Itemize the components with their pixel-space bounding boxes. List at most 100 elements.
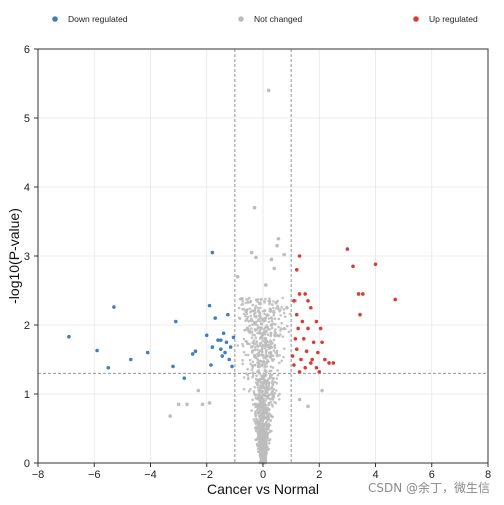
not-changed-cloud-point — [269, 351, 272, 355]
not-changed-cloud-point — [276, 369, 279, 372]
not-changed-cloud-point — [263, 437, 267, 441]
not-changed-cloud-point — [259, 298, 263, 301]
not-changed-cloud-point — [283, 347, 286, 350]
down-regulated-point — [112, 305, 116, 309]
not-changed-cloud-point — [274, 389, 278, 392]
not-changed-cloud-point — [269, 400, 273, 404]
not-changed-cloud-point — [261, 423, 265, 427]
not-changed-cloud-point — [260, 334, 264, 338]
down-regulated-point — [193, 349, 198, 354]
up-regulated-point — [304, 349, 309, 354]
not-changed-cloud-point — [246, 353, 250, 357]
not-changed-cloud-point — [265, 431, 268, 435]
not-changed-cloud-point — [262, 460, 266, 463]
x-tick-label: 2 — [316, 469, 322, 481]
not-changed-point — [266, 88, 271, 93]
not-changed-cloud-point — [263, 423, 267, 426]
not-changed-cloud-point — [268, 369, 272, 373]
not-changed-cloud-point — [256, 348, 259, 352]
not-changed-cloud-point — [249, 387, 252, 391]
not-changed-point — [254, 255, 258, 260]
not-changed-cloud-point — [252, 312, 256, 316]
not-changed-cloud-point — [287, 330, 291, 334]
legend: Down regulated Not changed Up regulated — [52, 14, 478, 24]
not-changed-cloud-point — [264, 351, 268, 354]
not-changed-cloud-point — [264, 442, 268, 445]
not-changed-cloud-point — [256, 300, 259, 304]
not-changed-cloud-point — [260, 454, 263, 457]
not-changed-cloud-point — [250, 318, 254, 322]
down-regulated-point — [210, 345, 215, 349]
not-changed-cloud-point — [251, 403, 255, 406]
not-changed-cloud-point — [256, 386, 260, 389]
not-changed-cloud-point — [258, 301, 262, 305]
not-changed-cloud-point — [251, 371, 254, 374]
down-regulated-point — [95, 348, 99, 353]
not-changed-cloud-point — [262, 378, 266, 382]
not-changed-cloud-point — [263, 346, 267, 350]
not-changed-cloud-point — [269, 334, 273, 337]
not-changed-cloud-point — [257, 433, 261, 437]
not-changed-cloud-point — [266, 333, 270, 337]
not-changed-cloud-point — [264, 421, 268, 424]
not-changed-cloud-point — [257, 309, 260, 312]
not-changed-cloud-point — [262, 386, 265, 390]
not-changed-cloud-point — [258, 409, 262, 413]
not-changed-cloud-point — [264, 434, 268, 438]
up-regulated-point — [293, 337, 298, 341]
not-changed-cloud-point — [272, 395, 276, 399]
up-regulated-point — [300, 319, 305, 324]
down-regulated-point — [216, 338, 220, 342]
not-changed-cloud-point — [254, 345, 257, 349]
not-changed-cloud-point — [264, 341, 268, 345]
not-changed-cloud-point — [277, 397, 281, 401]
not-changed-cloud-point — [260, 376, 264, 380]
not-changed-cloud-point — [278, 392, 281, 396]
not-changed-cloud-point — [269, 414, 273, 417]
not-changed-cloud-point — [280, 306, 283, 309]
not-changed-cloud-point — [259, 412, 263, 415]
not-changed-cloud-point — [241, 342, 244, 346]
not-changed-cloud-point — [257, 326, 260, 329]
down-regulated-point — [182, 376, 187, 380]
up-regulated-point — [294, 312, 299, 317]
not-changed-cloud-point — [252, 390, 256, 393]
not-changed-cloud-point — [246, 298, 250, 301]
not-changed-cloud-point — [254, 426, 258, 429]
not-changed-cloud-point — [259, 374, 263, 377]
not-changed-cloud-point — [267, 377, 271, 380]
not-changed-cloud-point — [257, 351, 261, 354]
not-changed-cloud-point — [270, 353, 274, 357]
y-tick-label: 4 — [24, 182, 30, 194]
not-changed-cloud-point — [267, 317, 271, 320]
not-changed-cloud-point — [243, 328, 246, 332]
not-changed-point — [200, 402, 205, 407]
not-changed-cloud-point — [271, 415, 275, 419]
not-changed-cloud-point — [253, 306, 257, 310]
not-changed-cloud-point — [256, 319, 260, 322]
not-changed-cloud-point — [269, 419, 273, 422]
not-changed-cloud-point — [267, 427, 270, 431]
not-changed-point — [207, 401, 212, 405]
not-changed-cloud-point — [271, 383, 275, 386]
y-tick-label: 5 — [24, 113, 30, 125]
not-changed-cloud-point — [276, 333, 279, 337]
up-regulated-point — [320, 340, 324, 345]
not-changed-cloud-point — [249, 345, 253, 349]
not-changed-cloud-point — [285, 324, 289, 328]
not-changed-cloud-point — [265, 382, 268, 386]
not-changed-cloud-point — [261, 419, 264, 423]
not-changed-cloud-point — [253, 327, 257, 331]
up-regulated-point — [301, 337, 306, 341]
not-changed-cloud-point — [260, 450, 264, 453]
not-changed-cloud-point — [269, 344, 273, 348]
not-changed-cloud-point — [256, 422, 260, 426]
not-changed-cloud-point — [260, 390, 264, 393]
not-changed-point — [168, 414, 172, 418]
not-changed-cloud-point — [238, 317, 242, 320]
up-regulated-point — [351, 264, 355, 269]
not-changed-cloud-point — [242, 312, 246, 316]
down-regulated-point — [210, 250, 215, 255]
not-changed-point — [252, 205, 257, 210]
